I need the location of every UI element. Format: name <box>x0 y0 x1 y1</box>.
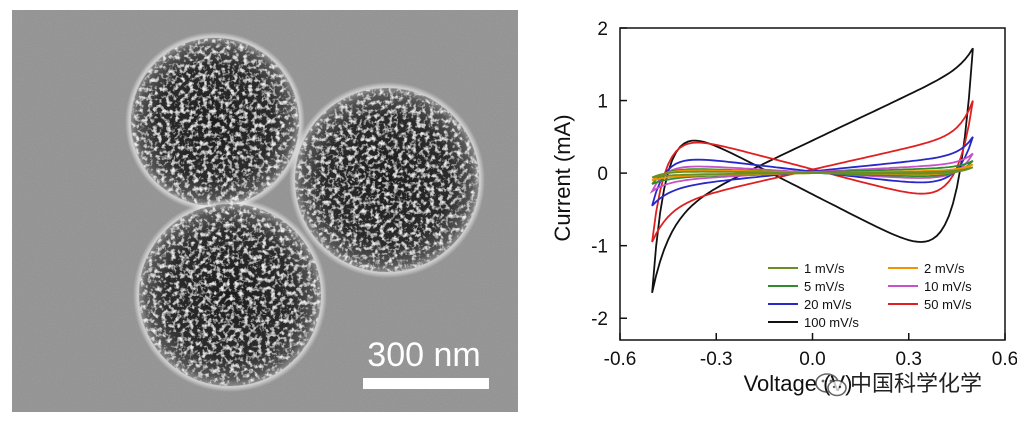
cv-curve-1-mv-s <box>651 166 974 179</box>
cv-chart: -0.6 -0.3 0.0 0.3 0.6 -2 -1 0 1 2 1 mV/s 2 mV/s 5 m… <box>540 0 1017 427</box>
y-axis-title: Current (mA) <box>550 114 575 241</box>
mesoporous-sphere <box>133 198 327 392</box>
legend-label: 2 mV/s <box>924 261 965 276</box>
watermark: 中国科学化学 <box>812 364 1012 404</box>
scale-bar-label: 300 nm <box>367 336 480 374</box>
legend-label: 10 mV/s <box>924 279 972 294</box>
y-tick-label: -1 <box>591 237 608 258</box>
watermark-svg: 中国科学化学 <box>815 371 982 397</box>
legend: 1 mV/s 2 mV/s 5 mV/s 10 mV/s 20 mV/s 50 mV/s 1… <box>768 261 972 330</box>
legend-label: 5 mV/s <box>804 279 845 294</box>
cv-curve-50-mv-s <box>651 100 974 243</box>
scale-bar <box>363 378 489 389</box>
legend-label: 20 mV/s <box>804 297 852 312</box>
legend-label: 1 mV/s <box>804 261 845 276</box>
x-tick-label: 0.6 <box>992 349 1017 370</box>
y-tick-label: -2 <box>591 309 608 330</box>
legend-label: 100 mV/s <box>804 315 859 330</box>
mesoporous-sphere <box>289 82 485 278</box>
tem-micrograph: 300 nm <box>12 10 518 412</box>
y-tick-label: 1 <box>597 92 608 113</box>
y-tick-label: 0 <box>597 164 608 185</box>
wechat-logo-icon <box>815 373 847 397</box>
legend-label: 50 mV/s <box>924 297 972 312</box>
y-tick-label: 2 <box>597 19 608 40</box>
x-tick-label: -0.6 <box>604 349 637 370</box>
tem-image: 300 nm <box>12 10 518 412</box>
cv-chart-svg: -0.6 -0.3 0.0 0.3 0.6 -2 -1 0 1 2 1 mV/s 2 mV/s 5 m… <box>550 19 1017 396</box>
watermark-text: 中国科学化学 <box>850 371 982 396</box>
x-tick-label: 0.0 <box>799 349 825 370</box>
mesoporous-sphere <box>125 32 305 212</box>
x-tick-label: -0.3 <box>700 349 733 370</box>
x-tick-label: 0.3 <box>896 349 922 370</box>
cv-curve-20-mv-s <box>651 136 974 207</box>
